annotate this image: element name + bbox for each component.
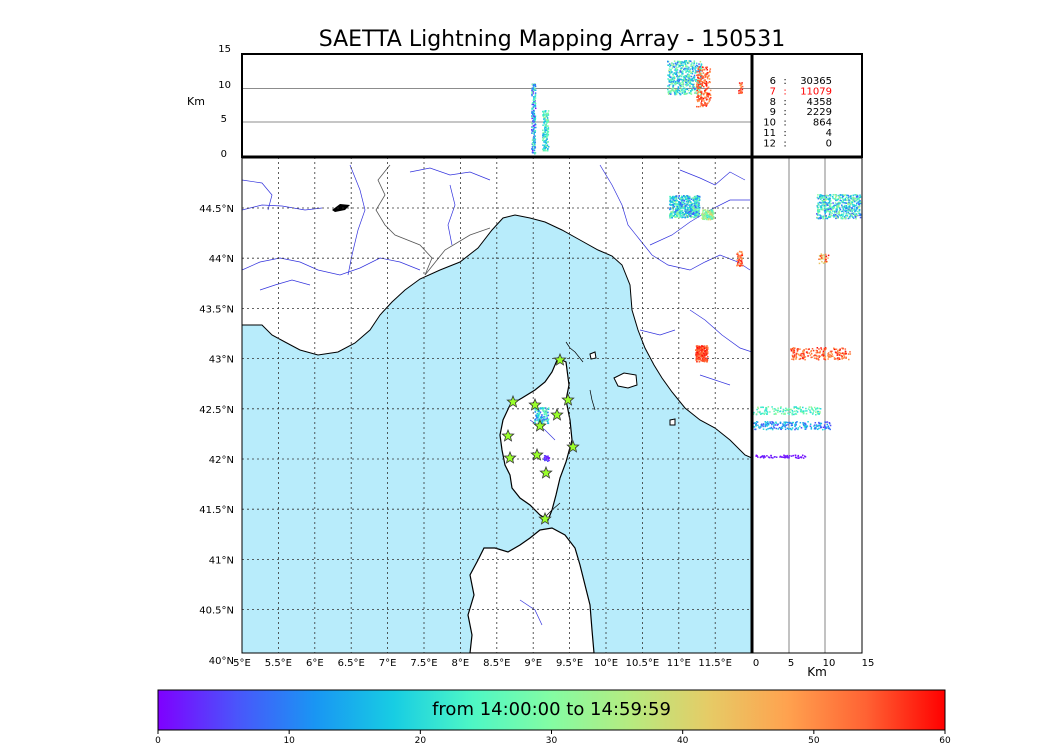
count-separator: : bbox=[783, 138, 786, 149]
colorbar-tick: 50 bbox=[808, 736, 820, 746]
count-value: 864 bbox=[813, 118, 832, 129]
count-label: 7 bbox=[770, 86, 776, 97]
longitude-tick: 10°E bbox=[594, 658, 618, 669]
latitude-tick: 41°N bbox=[209, 555, 234, 566]
colorbar-tick: 30 bbox=[546, 736, 558, 746]
count-value: 2229 bbox=[807, 107, 832, 118]
map-panel: 5°E 5.5°E 6°E 6.5°E 7°E 7.5°E 8°E 8.5°E 9°E 9.5°E… bbox=[199, 156, 753, 669]
count-value: 30365 bbox=[800, 76, 832, 87]
station-star-icon bbox=[538, 511, 552, 525]
longitude-tick: 9°E bbox=[524, 658, 542, 669]
altitude-tick: 0 bbox=[221, 149, 227, 160]
count-separator: : bbox=[783, 76, 786, 87]
count-label: 9 bbox=[770, 107, 776, 118]
station-star-icon bbox=[528, 397, 542, 411]
count-value: 4 bbox=[826, 128, 832, 139]
colorbar-tick: 0 bbox=[155, 736, 161, 746]
latitude-tick: 40.5°N bbox=[199, 606, 234, 617]
side-tick: 5 bbox=[788, 658, 794, 669]
count-value: 4358 bbox=[807, 97, 832, 108]
colorbar-tick: 60 bbox=[939, 736, 951, 746]
station-star-icon bbox=[553, 352, 567, 366]
longitude-tick: 9.5°E bbox=[556, 658, 583, 669]
station-star-icon bbox=[506, 394, 520, 408]
rivers bbox=[242, 164, 752, 626]
side-axis-unit: Km bbox=[807, 665, 827, 679]
latitude-tick: 43.5°N bbox=[199, 304, 234, 315]
station-star-icon bbox=[561, 392, 575, 406]
altitude-tick: 10 bbox=[218, 80, 231, 91]
capraia-island bbox=[589, 351, 597, 360]
side-tick: 10 bbox=[823, 658, 836, 669]
longitude-tick: 10.5°E bbox=[626, 658, 660, 669]
altitude-tick: 15 bbox=[218, 44, 231, 55]
latitude-tick: 41.5°N bbox=[199, 505, 234, 516]
giglio-island bbox=[669, 418, 676, 426]
count-separator: : bbox=[783, 128, 786, 139]
side-tick: 15 bbox=[862, 658, 875, 669]
count-value: 0 bbox=[826, 138, 832, 149]
longitude-tick: 5.5°E bbox=[265, 658, 292, 669]
latitude-tick: 40°N bbox=[209, 656, 234, 667]
station-star-icon bbox=[530, 447, 544, 461]
count-label: 11 bbox=[763, 128, 776, 139]
latitude-tick: 42.5°N bbox=[199, 405, 234, 416]
elba-island bbox=[613, 372, 638, 389]
count-value: 11079 bbox=[800, 86, 832, 97]
longitude-tick: 7.5°E bbox=[410, 658, 437, 669]
latitude-tick: 43°N bbox=[209, 355, 234, 366]
latitude-tick: 42°N bbox=[209, 455, 234, 466]
coast-detail bbox=[589, 389, 596, 411]
station-star-icon bbox=[533, 418, 547, 432]
count-separator: : bbox=[783, 118, 786, 129]
station-star-icon bbox=[550, 407, 564, 421]
longitude-tick: 8.5°E bbox=[483, 658, 510, 669]
count-separator: : bbox=[783, 107, 786, 118]
longitude-tick: 6°E bbox=[306, 658, 324, 669]
altitude-vs-latitude-panel: 0 5 10 15 Km bbox=[242, 54, 874, 679]
colorbar: 0 10 20 30 40 50 60 bbox=[155, 689, 951, 746]
altitude-axis-unit: Km bbox=[187, 95, 205, 108]
coast-detail bbox=[565, 341, 584, 363]
altitude-vs-longitude-panel: Km 15 10 5 0 bbox=[187, 44, 753, 160]
longitude-tick: 8°E bbox=[452, 658, 470, 669]
count-table: 6: 30365 7: 11079 8: 4358 9: 2229 10: 864 11: 4 12: 0 bbox=[751, 53, 863, 158]
longitude-tick: 5°E bbox=[233, 658, 251, 669]
station-star-icon bbox=[501, 428, 515, 442]
count-separator: : bbox=[783, 86, 786, 97]
station-star-icon bbox=[539, 465, 553, 479]
colorbar-tick: 10 bbox=[283, 736, 295, 746]
station-star-icon bbox=[503, 450, 517, 464]
lake-geneva bbox=[332, 204, 350, 212]
figure-title: SAETTA Lightning Mapping Array - 150531 bbox=[319, 27, 786, 52]
colorbar-tick: 40 bbox=[677, 736, 689, 746]
count-label: 6 bbox=[770, 76, 776, 87]
count-separator: : bbox=[783, 97, 786, 108]
colorbar-label: from 14:00:00 to 14:59:59 bbox=[432, 699, 671, 720]
longitude-tick: 11.5°E bbox=[698, 658, 732, 669]
corsica-island bbox=[499, 357, 573, 521]
count-label: 12 bbox=[763, 138, 776, 149]
national-border bbox=[375, 164, 433, 276]
side-tick: 0 bbox=[753, 658, 759, 669]
longitude-tick: 6.5°E bbox=[338, 658, 365, 669]
national-border bbox=[424, 227, 491, 276]
latitude-tick: 44.5°N bbox=[199, 204, 234, 215]
latitude-tick: 44°N bbox=[209, 254, 234, 265]
station-star-icon bbox=[566, 439, 580, 453]
longitude-tick: 11°E bbox=[667, 658, 691, 669]
altitude-tick: 5 bbox=[221, 114, 227, 125]
longitude-tick: 7°E bbox=[379, 658, 397, 669]
count-label: 8 bbox=[770, 97, 776, 108]
colorbar-tick: 20 bbox=[415, 736, 427, 746]
count-label: 10 bbox=[763, 118, 776, 129]
